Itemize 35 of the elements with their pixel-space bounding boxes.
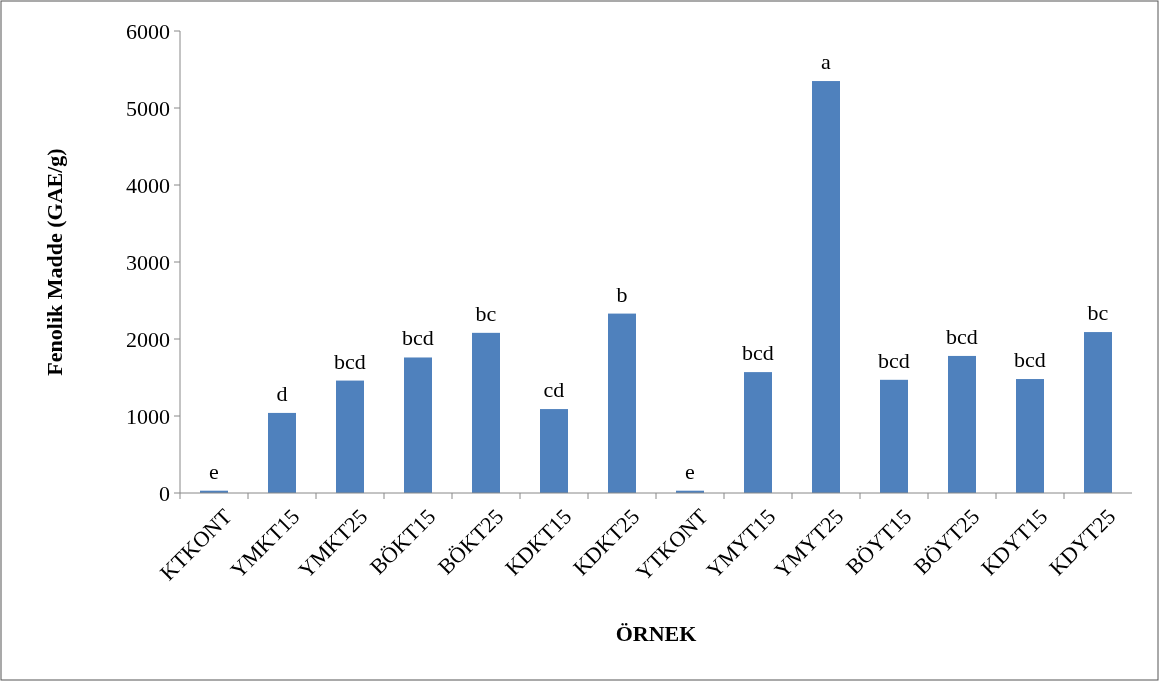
y-axis-title: Fenolik Madde (GAE/g) [42, 148, 67, 376]
y-tick-label: 2000 [126, 326, 170, 352]
bar [268, 412, 296, 493]
bar [948, 355, 976, 493]
data-label: bcd [878, 347, 910, 373]
data-label: bcd [334, 348, 366, 374]
y-tick-label: 6000 [126, 18, 170, 44]
data-label: bcd [402, 325, 434, 351]
bar [744, 372, 772, 493]
data-label: bcd [946, 323, 978, 349]
y-tick-label: 4000 [126, 172, 170, 198]
data-label: cd [543, 377, 565, 403]
y-tick-label: 1000 [126, 403, 170, 429]
bar [1084, 332, 1112, 493]
y-tick-label: 3000 [126, 249, 170, 275]
bar [404, 357, 432, 493]
data-label: a [821, 49, 832, 75]
bar [880, 379, 908, 493]
bar [812, 81, 840, 493]
x-axis-title: ÖRNEK [615, 621, 697, 646]
data-label: bcd [742, 340, 774, 366]
data-label: bcd [1014, 347, 1046, 373]
bar [336, 380, 364, 493]
data-label: e [685, 458, 695, 484]
bar [1016, 379, 1044, 493]
data-label: e [209, 458, 219, 484]
data-label: bc [475, 300, 497, 326]
bar [540, 409, 568, 493]
bar [608, 313, 636, 493]
data-label: bc [1087, 300, 1109, 326]
data-label: b [616, 281, 628, 307]
data-label: d [276, 380, 288, 406]
y-tick-label: 5000 [126, 95, 170, 121]
bar [472, 332, 500, 493]
y-tick-label: 0 [159, 480, 170, 506]
